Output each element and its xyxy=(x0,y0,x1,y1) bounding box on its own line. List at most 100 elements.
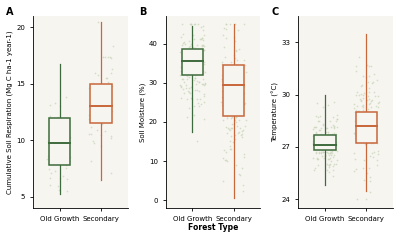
Point xyxy=(329,152,336,155)
Point xyxy=(312,150,319,154)
Point xyxy=(106,55,113,59)
Point xyxy=(199,43,206,47)
Point xyxy=(187,44,193,48)
Point xyxy=(222,72,228,76)
Point xyxy=(368,119,375,123)
Point xyxy=(178,65,184,69)
Point xyxy=(64,177,70,181)
Point xyxy=(320,122,326,126)
Point xyxy=(200,28,206,32)
Point xyxy=(238,81,244,85)
Point xyxy=(323,126,329,130)
Point xyxy=(326,163,333,167)
Point xyxy=(320,123,326,127)
Point xyxy=(232,94,238,98)
Point xyxy=(334,149,340,153)
Point xyxy=(219,95,225,99)
Point xyxy=(190,49,196,53)
Point xyxy=(95,73,102,76)
Point xyxy=(325,136,331,139)
Point xyxy=(225,126,231,130)
Point xyxy=(100,99,107,103)
Point xyxy=(333,125,340,129)
Point xyxy=(238,166,245,170)
Point xyxy=(62,155,68,158)
Point xyxy=(328,159,335,163)
Point xyxy=(370,110,376,114)
Point xyxy=(63,128,70,132)
Point xyxy=(199,60,205,64)
Point xyxy=(366,65,372,68)
Point xyxy=(90,83,96,87)
Point xyxy=(326,137,332,141)
Point xyxy=(324,150,330,154)
Point xyxy=(226,147,233,151)
Point xyxy=(192,63,198,67)
Y-axis label: Cumulative Soil Respiration (Mg C ha-1 year-1): Cumulative Soil Respiration (Mg C ha-1 y… xyxy=(7,30,14,194)
Point xyxy=(102,102,108,106)
Point xyxy=(179,64,185,67)
Point xyxy=(368,115,374,119)
Point xyxy=(318,151,324,154)
Point xyxy=(240,96,246,100)
Point xyxy=(318,150,324,153)
Point xyxy=(355,109,362,112)
Point xyxy=(230,113,237,117)
Point xyxy=(373,104,379,108)
Point xyxy=(362,111,368,115)
Point xyxy=(240,93,246,97)
Point xyxy=(197,38,203,41)
Point xyxy=(374,163,380,167)
Point xyxy=(47,176,53,180)
Point xyxy=(351,169,357,173)
Point xyxy=(242,118,249,122)
Point xyxy=(224,116,230,120)
Point xyxy=(325,132,332,136)
Point xyxy=(105,80,112,84)
Point xyxy=(190,78,197,81)
Point xyxy=(201,62,207,66)
Point xyxy=(198,70,204,74)
Point xyxy=(222,89,229,92)
Point xyxy=(330,115,336,119)
Point xyxy=(356,109,362,113)
Point xyxy=(351,106,357,110)
Point xyxy=(222,80,228,84)
Point xyxy=(318,154,325,158)
Point xyxy=(326,152,333,155)
Point xyxy=(361,158,367,162)
Point xyxy=(193,62,200,66)
Point xyxy=(229,115,235,119)
Point xyxy=(230,122,237,126)
Point xyxy=(356,117,363,121)
Point xyxy=(325,139,332,143)
Point xyxy=(224,105,230,109)
Point xyxy=(54,115,61,119)
Point xyxy=(311,125,318,128)
Point xyxy=(326,170,332,174)
Point xyxy=(371,129,377,133)
Point xyxy=(364,98,370,102)
Point xyxy=(228,147,234,151)
Point xyxy=(326,165,333,169)
Point xyxy=(66,147,72,150)
Point xyxy=(318,135,324,139)
Point xyxy=(94,108,100,112)
Point xyxy=(331,126,337,130)
Point xyxy=(233,90,239,93)
Point xyxy=(333,120,339,123)
Point xyxy=(311,143,318,147)
Point xyxy=(200,92,207,96)
Point xyxy=(372,129,379,132)
Point xyxy=(241,22,247,26)
Point xyxy=(183,83,189,87)
Point xyxy=(371,72,377,76)
Point xyxy=(364,138,370,142)
Point xyxy=(191,52,198,56)
Point xyxy=(108,136,114,140)
Point xyxy=(315,146,322,150)
Point xyxy=(190,64,196,68)
Point xyxy=(363,197,369,201)
Point xyxy=(331,124,338,128)
Point xyxy=(240,128,247,132)
